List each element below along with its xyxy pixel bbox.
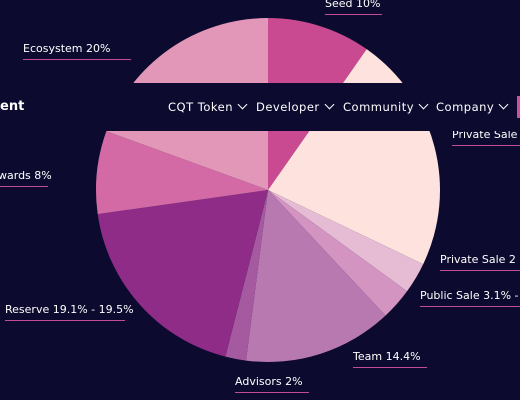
nav-community[interactable]: Community bbox=[343, 99, 429, 114]
private-sale-2-label: Private Sale 2 3 bbox=[440, 253, 520, 271]
nav-community-label: Community bbox=[343, 100, 415, 114]
advisors-label: Advisors 2% bbox=[235, 375, 309, 393]
staking-rewards-label: wards 8% bbox=[0, 169, 52, 187]
pie-slice-7 bbox=[96, 131, 268, 215]
team-label: Team 14.4% bbox=[353, 350, 427, 368]
nav-company[interactable]: Company bbox=[436, 99, 509, 114]
nav-cta-button-edge[interactable] bbox=[517, 96, 520, 118]
nav-developer[interactable]: Developer bbox=[256, 99, 335, 114]
pie-slice-2 bbox=[268, 190, 424, 292]
nav-cqt-token-label: CQT Token bbox=[168, 100, 233, 114]
pie-slice-6 bbox=[97, 190, 268, 357]
reserve-label: Reserve 19.1% - 19.5% bbox=[5, 303, 134, 321]
private-sale-1-label: Private Sale 2 bbox=[452, 128, 520, 146]
nav-cqt-token[interactable]: CQT Token bbox=[168, 99, 248, 114]
seed-label: Seed 10% bbox=[325, 0, 383, 15]
pie-slice-4 bbox=[245, 190, 386, 362]
chevron-down-icon bbox=[237, 99, 248, 110]
ecosystem-label: Ecosystem 20% bbox=[23, 42, 131, 60]
pie-slice-5 bbox=[225, 190, 268, 361]
chevron-down-icon bbox=[324, 99, 335, 110]
public-sale-label: Public Sale 3.1% - 3 bbox=[420, 289, 520, 307]
nav-company-label: Company bbox=[436, 100, 495, 114]
chevron-down-icon bbox=[418, 99, 429, 110]
brand-name[interactable]: ent bbox=[0, 99, 25, 114]
top-navigation-bar: ent CQT Token Developer Community Compan… bbox=[0, 83, 520, 131]
chevron-down-icon bbox=[498, 99, 509, 110]
nav-developer-label: Developer bbox=[256, 100, 320, 114]
pie-slice-3 bbox=[268, 190, 408, 316]
